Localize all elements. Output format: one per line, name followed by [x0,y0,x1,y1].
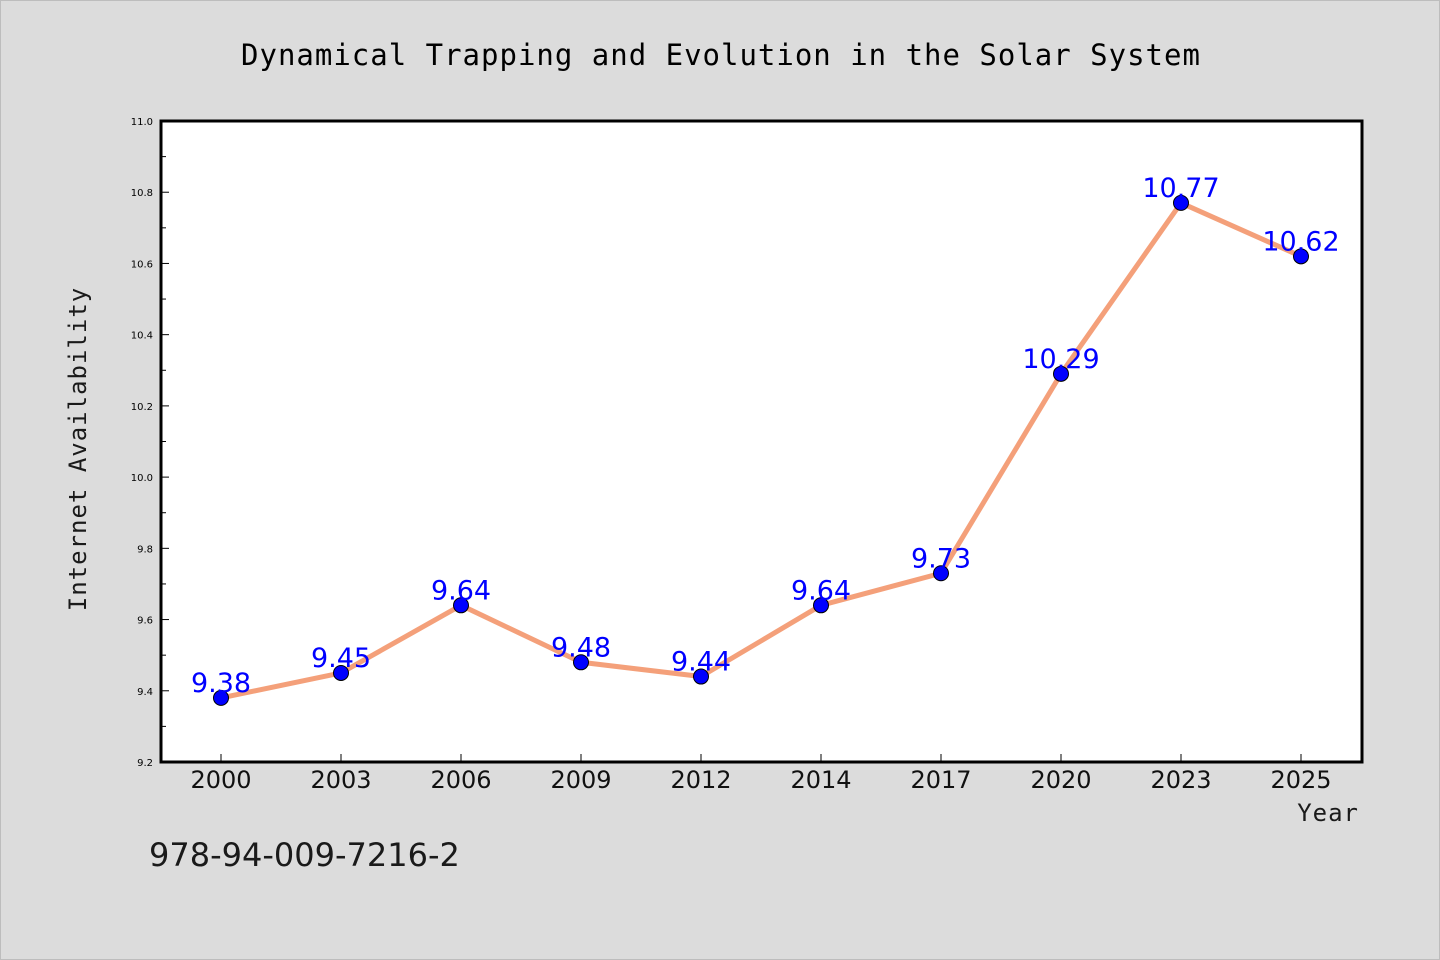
x-tick-label: 2023 [1150,766,1211,794]
data-point [213,689,229,706]
y-tick-label: 10.0 [131,473,153,484]
data-point [693,668,709,685]
y-tick-label: 9.2 [137,758,153,769]
y-tick-label: 10.6 [131,259,153,270]
x-tick-label: 2014 [790,766,851,794]
y-tick-label: 9.6 [137,616,153,627]
data-labels-group: 9.38 9.45 9.64 9.48 9.44 9.64 9.73 10.29 10.77 10… [191,173,1340,699]
x-tick-label: 2017 [910,766,971,794]
x-axis-ticks: 2000 2003 2006 2009 2012 2014 2017 2020 2023 2025 [190,754,1332,794]
y-axis-title: Internet Availability [64,287,92,611]
data-label: 9.44 [671,647,731,678]
x-tick-label: 2003 [310,766,371,794]
y-tick-label: 9.4 [137,687,153,698]
chart-title: Dynamical Trapping and Evolution in the … [241,38,1201,72]
y-tick-label: 10.4 [131,331,153,342]
x-tick-label: 2012 [670,766,731,794]
data-label: 9.73 [911,543,971,574]
data-point [1173,194,1189,211]
data-point [933,565,949,582]
data-label: 9.64 [431,575,491,606]
data-label: 10.29 [1022,344,1099,375]
x-axis-title: Year [1297,799,1359,827]
data-point [1293,248,1309,265]
x-tick-label: 2006 [430,766,491,794]
data-point [333,664,349,681]
x-tick-label: 2025 [1270,766,1331,794]
y-tick-label: 10.8 [131,188,153,199]
data-point [813,597,829,614]
data-point [573,654,589,671]
data-label: 9.64 [791,575,851,606]
data-label: 9.45 [311,643,371,674]
x-tick-label: 2020 [1030,766,1091,794]
x-tick-label: 2000 [190,766,251,794]
y-axis-ticks: 9.2 9.4 9.6 9.8 10.0 10.2 10.4 10.6 10.8 11.0 [131,117,169,769]
y-tick-label: 11.0 [131,117,153,128]
series-line [218,200,1304,701]
x-tick-label: 2009 [550,766,611,794]
y-tick-label: 9.8 [137,544,153,555]
series-line-group [213,194,1309,706]
data-label: 9.38 [191,668,251,699]
data-label: 10.62 [1262,226,1339,257]
y-tick-label: 10.2 [131,402,153,413]
data-label: 10.77 [1142,173,1219,204]
data-point [453,597,469,614]
data-label: 9.48 [551,632,611,663]
data-point [1053,365,1069,382]
footer-isbn: 978-94-009-7216-2 [149,836,460,874]
